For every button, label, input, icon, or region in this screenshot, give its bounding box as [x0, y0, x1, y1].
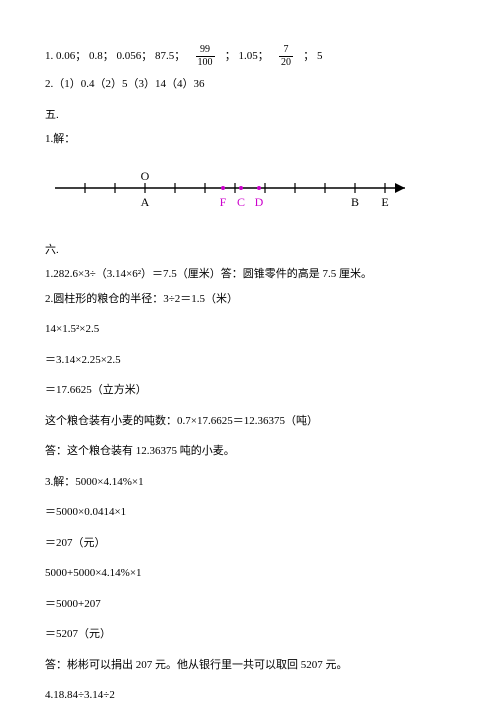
l-b: 2.圆柱形的粮仓的半径：3÷2＝1.5（米） — [45, 291, 455, 308]
l-c: 14×1.5²×2.5 — [45, 321, 455, 338]
l-j: ＝207（元） — [45, 535, 455, 552]
label-D: D — [255, 195, 264, 209]
dot-D — [257, 186, 261, 190]
number-line: O A F C D B E — [45, 166, 455, 216]
section-6-title: 六. — [45, 242, 455, 259]
number-line-svg: O A F C D B E — [45, 166, 425, 216]
q1-v1: 0.06； — [56, 50, 86, 62]
dot-F — [221, 186, 225, 190]
frac-num: 7 — [279, 45, 293, 56]
arrow-icon — [395, 183, 405, 193]
q1-v2: 0.8； — [89, 50, 114, 62]
q2-line: 2.（1）0.4（2）5（3）14（4）36 — [45, 76, 455, 93]
l-p: 4.18.84÷3.14÷2 — [45, 687, 455, 704]
q1-v7: ； — [303, 50, 314, 62]
q1-v3: 0.056； — [117, 50, 153, 62]
label-O: O — [141, 169, 150, 183]
l-k: 5000+5000×4.14%×1 — [45, 565, 455, 582]
section-5-title: 五. — [45, 107, 455, 124]
q1-v6: 1.05； — [239, 50, 269, 62]
l-d: ＝3.14×2.25×2.5 — [45, 352, 455, 369]
q1-frac2: 7 20 — [279, 45, 293, 68]
l-e: ＝17.6625（立方米） — [45, 382, 455, 399]
sec5-1: 1.解： — [45, 131, 455, 148]
q1-frac1: 99 100 — [196, 45, 215, 68]
label-C: C — [237, 195, 245, 209]
label-E: E — [381, 195, 388, 209]
q1-line: 1. 0.06； 0.8； 0.056； 87.5； 99 100 ； 1.05… — [45, 45, 455, 68]
l-m: ＝5000+207 — [45, 596, 455, 613]
q1-v8: 5 — [317, 50, 323, 62]
q1-prefix: 1. — [45, 50, 53, 62]
dot-C — [239, 186, 243, 190]
l-h: 3.解：5000×4.14%×1 — [45, 474, 455, 491]
frac-num: 99 — [196, 45, 215, 56]
l-f: 这个粮仓装有小麦的吨数：0.7×17.6625＝12.36375（吨） — [45, 413, 455, 430]
label-B: B — [351, 195, 359, 209]
label-F: F — [220, 195, 227, 209]
l-n: ＝5207（元） — [45, 626, 455, 643]
l-i: ＝5000×0.0414×1 — [45, 504, 455, 521]
frac-den: 20 — [279, 56, 293, 68]
q1-v4: 87.5； — [155, 50, 185, 62]
l-a: 1.282.6×3÷（3.14×6²）＝7.5（厘米）答：圆锥零件的高是 7.5… — [45, 266, 455, 283]
frac-den: 100 — [196, 56, 215, 68]
page: 1. 0.06； 0.8； 0.056； 87.5； 99 100 ； 1.05… — [0, 0, 500, 708]
l-o: 答：彬彬可以捐出 207 元。他从银行里一共可以取回 5207 元。 — [45, 657, 455, 674]
label-A: A — [141, 195, 150, 209]
q1-v5: ； — [225, 50, 236, 62]
l-g: 答：这个粮仓装有 12.36375 吨的小麦。 — [45, 443, 455, 460]
